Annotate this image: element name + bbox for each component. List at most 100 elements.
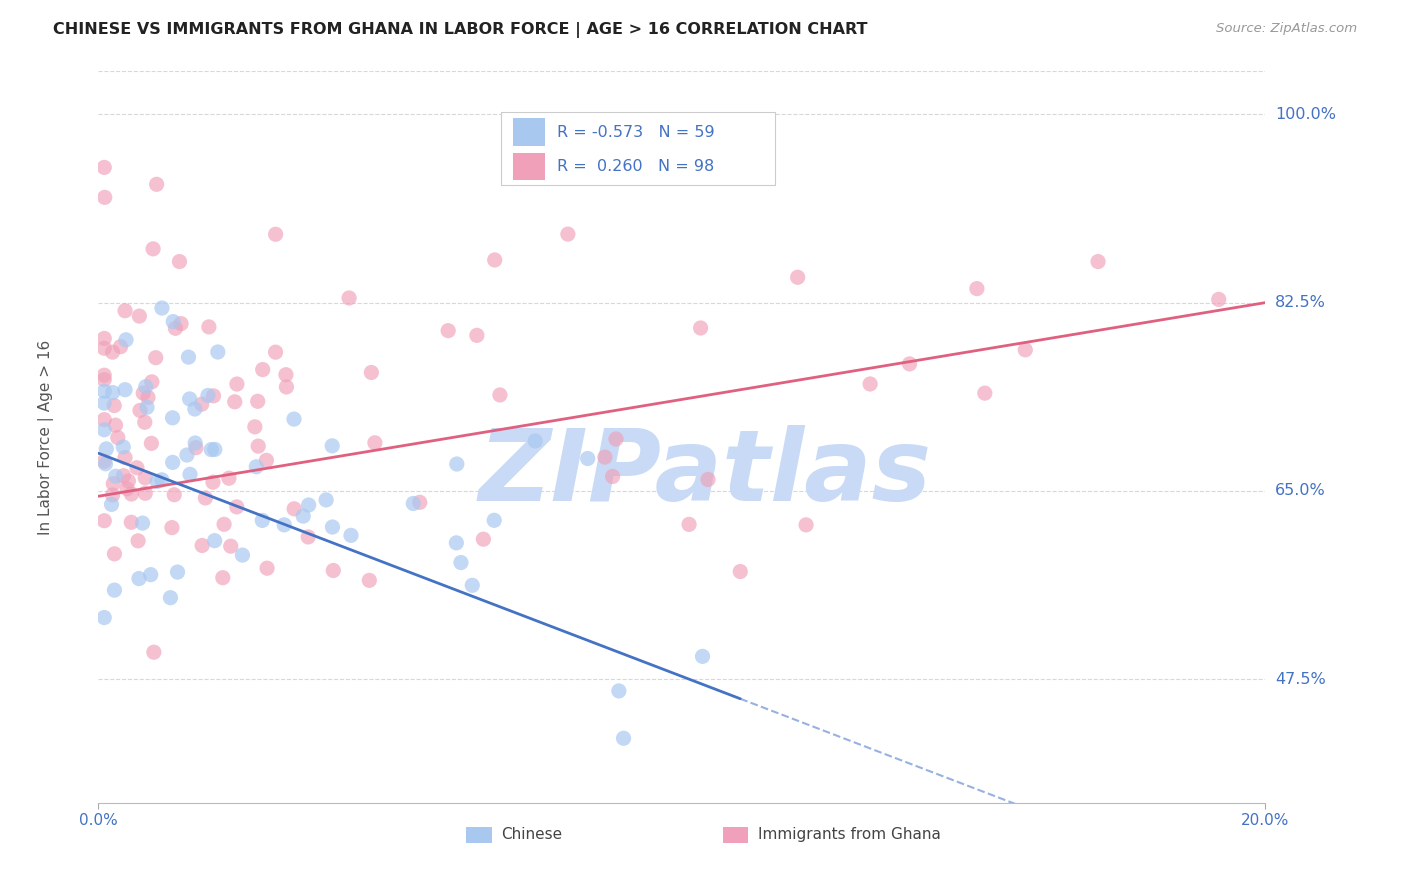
Point: [859, 376, 882, 391]
FancyBboxPatch shape: [501, 112, 775, 185]
Point: [219, 539, 242, 553]
FancyBboxPatch shape: [513, 118, 546, 146]
Point: [162, 315, 184, 329]
Point: [689, 321, 711, 335]
Point: [93, 331, 115, 345]
Point: [450, 556, 472, 570]
Point: [201, 475, 224, 490]
Point: [274, 368, 297, 382]
Point: [489, 388, 512, 402]
Point: [484, 252, 506, 267]
Point: [524, 434, 547, 448]
Point: [252, 513, 274, 527]
Point: [159, 591, 181, 605]
Point: [218, 471, 240, 485]
Point: [678, 517, 700, 532]
Point: [973, 386, 995, 401]
Text: 100.0%: 100.0%: [1275, 107, 1336, 122]
Point: [93, 190, 115, 204]
Point: [692, 649, 714, 664]
Point: [283, 412, 305, 426]
Point: [134, 486, 156, 500]
Point: [472, 532, 495, 546]
Text: 47.5%: 47.5%: [1275, 672, 1326, 687]
Point: [134, 471, 156, 485]
Point: [226, 377, 249, 392]
Point: [264, 345, 287, 359]
Point: [93, 412, 115, 426]
Point: [93, 454, 115, 468]
Point: [142, 242, 165, 256]
Text: 82.5%: 82.5%: [1275, 295, 1326, 310]
Point: [605, 432, 627, 446]
Text: Chinese: Chinese: [501, 828, 562, 842]
Point: [409, 495, 432, 509]
Point: [101, 488, 124, 502]
Point: [465, 328, 488, 343]
Text: R =  0.260   N = 98: R = 0.260 N = 98: [557, 159, 714, 174]
Point: [160, 520, 183, 534]
Point: [340, 528, 363, 542]
Text: R = -0.573   N = 59: R = -0.573 N = 59: [557, 125, 714, 139]
Point: [115, 333, 138, 347]
Point: [1208, 293, 1230, 307]
Point: [557, 227, 579, 241]
Point: [315, 492, 337, 507]
Point: [136, 391, 159, 405]
Point: [402, 496, 425, 510]
Point: [231, 548, 253, 562]
Point: [197, 388, 219, 402]
Point: [135, 379, 157, 393]
Point: [165, 321, 187, 335]
Point: [146, 475, 169, 489]
Point: [184, 441, 207, 455]
Point: [200, 442, 222, 457]
Point: [132, 386, 155, 401]
Text: ZIPatlas: ZIPatlas: [478, 425, 932, 522]
Point: [322, 564, 344, 578]
Point: [93, 610, 115, 624]
Text: CHINESE VS IMMIGRANTS FROM GHANA IN LABOR FORCE | AGE > 16 CORRELATION CHART: CHINESE VS IMMIGRANTS FROM GHANA IN LABO…: [53, 22, 868, 38]
Point: [461, 578, 484, 592]
Point: [96, 442, 118, 456]
Point: [252, 362, 274, 376]
Point: [194, 491, 217, 505]
Point: [179, 467, 201, 482]
Point: [256, 561, 278, 575]
Point: [127, 533, 149, 548]
Point: [112, 468, 135, 483]
Point: [202, 389, 225, 403]
Point: [297, 530, 319, 544]
Point: [360, 366, 382, 380]
Point: [273, 517, 295, 532]
Point: [245, 459, 267, 474]
Point: [162, 410, 184, 425]
Point: [446, 536, 468, 550]
FancyBboxPatch shape: [723, 827, 748, 843]
Point: [170, 317, 193, 331]
Point: [93, 384, 115, 398]
Point: [114, 383, 136, 397]
Point: [141, 375, 163, 389]
Point: [129, 403, 152, 417]
Point: [100, 497, 122, 511]
Point: [139, 567, 162, 582]
Point: [246, 394, 269, 409]
Point: [730, 565, 752, 579]
FancyBboxPatch shape: [465, 827, 492, 843]
Point: [204, 533, 226, 548]
Point: [191, 539, 214, 553]
Point: [898, 357, 921, 371]
Point: [101, 345, 124, 359]
FancyBboxPatch shape: [513, 153, 546, 180]
Point: [207, 345, 229, 359]
Point: [1087, 254, 1109, 268]
Point: [169, 254, 191, 268]
Point: [966, 282, 988, 296]
Point: [120, 516, 142, 530]
Point: [101, 385, 124, 400]
Point: [212, 517, 235, 532]
Point: [142, 645, 165, 659]
Text: 65.0%: 65.0%: [1275, 483, 1326, 499]
Text: Immigrants from Ghana: Immigrants from Ghana: [758, 828, 941, 842]
